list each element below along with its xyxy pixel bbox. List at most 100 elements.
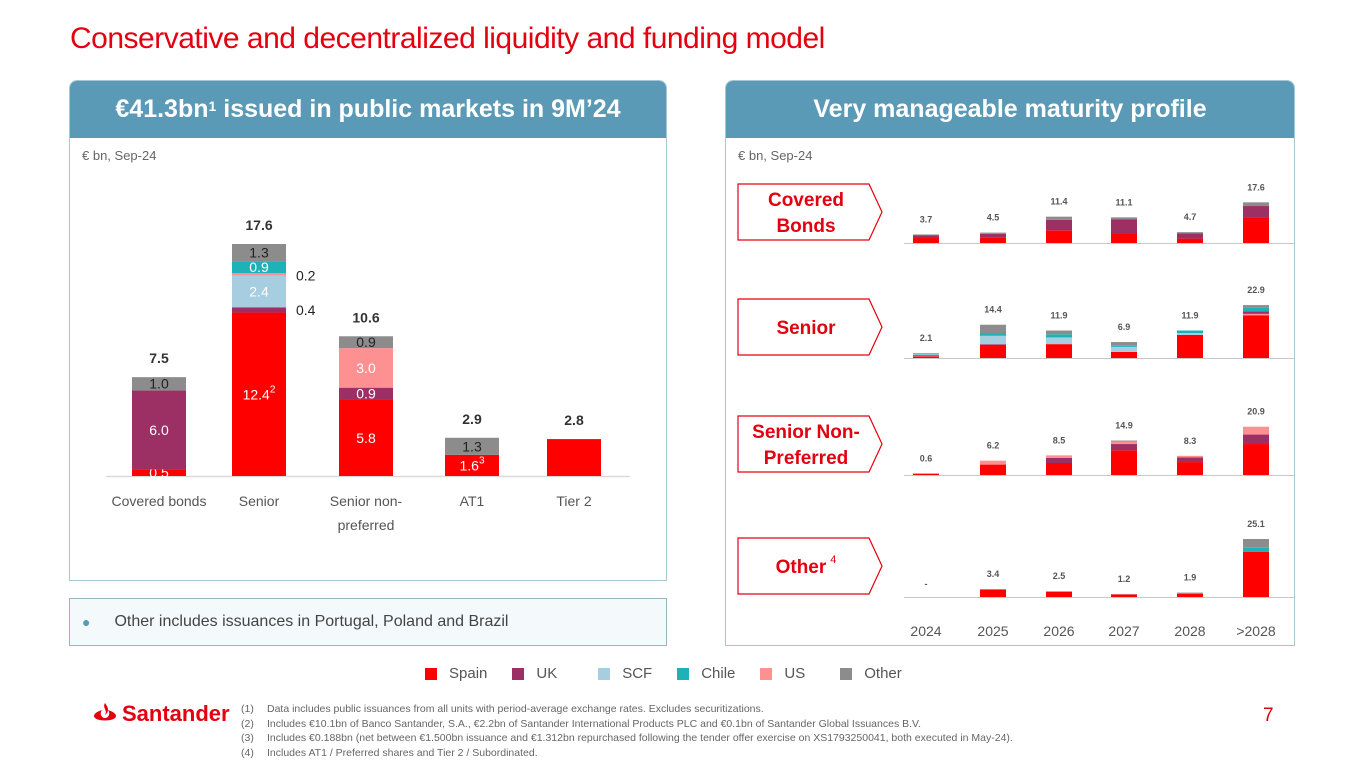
- bar-total-label: 10.6: [352, 309, 379, 325]
- bar-total-label: 4.7: [1184, 212, 1197, 222]
- segment-label: 1.3: [249, 245, 269, 261]
- legend-label: SCF: [622, 665, 653, 682]
- bar-total-label: 3.7: [920, 214, 933, 224]
- footnote-number: (2): [241, 717, 254, 730]
- bar-segment-uk: [232, 307, 286, 313]
- footnote-ref: 2: [270, 384, 276, 395]
- bar-total-label: 8.5: [1053, 435, 1066, 445]
- legend-item-spain: Spain: [425, 665, 487, 682]
- legend-item-chile: Chile: [677, 665, 735, 682]
- legend-item-scf: SCF: [598, 665, 652, 682]
- bar-segment-spain: [1243, 315, 1269, 358]
- bar-segment-spain: [913, 356, 939, 358]
- bullet-icon: ●: [82, 614, 91, 630]
- category-tag-label: Other 4: [776, 554, 837, 578]
- bar-segment-uk: [913, 235, 939, 238]
- bar-segment-spain: [1046, 230, 1072, 243]
- legend-swatch: [760, 667, 773, 680]
- bar-segment-scf: [1111, 346, 1137, 352]
- bar-segment-spain: [132, 469, 186, 476]
- year-label: 2025: [977, 623, 1008, 639]
- bar-segment-other: [1243, 539, 1269, 548]
- category-tag-label: Bonds: [776, 216, 835, 237]
- outside-label-uk: 0.4: [296, 302, 316, 318]
- bar-segment-uk: [1046, 457, 1072, 463]
- bar-total-label: 1.9: [1184, 573, 1197, 583]
- bar-total-label: 2.1: [920, 333, 933, 343]
- maturity-chart: Covered Bonds 3.7 4.5 11.4 11.1 4.7 17.6 Senior 2…: [737, 182, 1294, 639]
- bar-segment-other: [1177, 592, 1203, 594]
- maturity-panel-senior-non-preferred: Senior Non- Preferred 0.6 6.2 8.5 14.9 8.3 20.9: [737, 407, 1294, 476]
- segment-label: 0.9: [249, 259, 269, 275]
- year-label: >2028: [1236, 623, 1276, 639]
- legend-swatch: [677, 667, 690, 680]
- bar-segment-uk: [1177, 457, 1203, 463]
- legend-item-uk: UK: [512, 665, 557, 682]
- segment-label: 5.8: [356, 430, 376, 446]
- bar-segment-other: [1243, 305, 1269, 308]
- year-label: 2027: [1108, 623, 1139, 639]
- maturity-panel-senior: Senior 2.1 14.4 11.9 6.9 11.9 22.9: [737, 285, 1294, 359]
- bar-segment-other: [339, 336, 393, 349]
- footnote: (2) Includes €10.1bn of Banco Santander, …: [241, 717, 1013, 732]
- legend-item-other: Other: [840, 665, 902, 682]
- bar-total-label: 2.8: [564, 412, 584, 428]
- category-label: Covered bonds: [112, 493, 207, 509]
- year-label: 2026: [1043, 623, 1074, 639]
- bar-segment-us: [339, 348, 393, 388]
- bar-segment-scf: [1177, 333, 1203, 335]
- bar-segment-spain: [445, 454, 499, 476]
- bar-segment-other: [913, 234, 939, 236]
- legend-swatch: [425, 667, 437, 680]
- bar-segment-us: [1046, 455, 1072, 458]
- footnote-text: Data includes public issuances from all …: [267, 703, 764, 715]
- bar-total-label: 17.6: [245, 217, 272, 233]
- footnote: (4) Includes AT1 / Preferred shares and T…: [241, 746, 1013, 761]
- bar-segment-us: [1243, 313, 1269, 316]
- bar-segment-other: [445, 437, 499, 455]
- bar-segment-other: [1111, 440, 1137, 442]
- bar-segment-spain: [1046, 591, 1072, 597]
- bar-total-label: -: [925, 579, 928, 589]
- footnote-number: (1): [241, 703, 254, 715]
- legend-label: Other: [864, 665, 902, 682]
- bar-segment-scf: [980, 335, 1006, 345]
- bar-segment-uk: [913, 354, 939, 356]
- bar-segment-spain: [1046, 462, 1072, 475]
- page-number: 7: [1263, 705, 1274, 726]
- bar-total-label: 8.3: [1184, 436, 1197, 446]
- bar-segment-spain: [913, 473, 939, 475]
- bar-segment-spain: [980, 344, 1006, 358]
- bar-total-label: 11.9: [1181, 311, 1198, 321]
- bar-segment-other: [232, 244, 286, 262]
- segment-label: 6.0: [149, 422, 169, 438]
- category-arrow-tag: [737, 298, 883, 356]
- bar-segment-uk: [1046, 219, 1072, 231]
- legend-label: US: [784, 665, 806, 682]
- segment-label: 12.42: [243, 384, 276, 402]
- note-box: ● Other includes issuances in Portugal, …: [69, 598, 667, 646]
- footnote: (1) Data includes public issuances from a…: [241, 702, 1013, 717]
- bar-segment-spain: [1243, 551, 1269, 597]
- bar-segment-uk: [132, 390, 186, 470]
- footnote-text: Includes €10.1bn of Banco Santander, S.A…: [267, 717, 921, 730]
- bar-total-label: 22.9: [1247, 285, 1265, 295]
- maturity-panel: Very manageable maturity profile € bn, S…: [725, 80, 1295, 646]
- bar-total-label: 6.9: [1118, 322, 1131, 332]
- category-label: Tier 2: [556, 493, 591, 509]
- year-label: 2024: [910, 623, 941, 639]
- bar-total-label: 1.2: [1118, 574, 1131, 584]
- bar-segment-uk: [1111, 219, 1137, 234]
- legend-item-us: US: [760, 665, 805, 682]
- legend-swatch: [512, 667, 525, 680]
- bar-segment-chile: [980, 333, 1006, 336]
- legend-label: Chile: [701, 665, 736, 682]
- bar-segment-other: [132, 377, 186, 391]
- bar-segment-uk: [1243, 311, 1269, 314]
- footnote-text: Includes €0.188bn (net between €1.500bn …: [267, 732, 1013, 744]
- bar-segment-spain: [1111, 233, 1137, 243]
- bar-segment-spain: [1046, 344, 1072, 358]
- category-tag-label: Senior: [776, 318, 836, 339]
- footnote-ref: 3: [479, 455, 485, 466]
- unit-label: € bn, Sep-24: [738, 148, 813, 163]
